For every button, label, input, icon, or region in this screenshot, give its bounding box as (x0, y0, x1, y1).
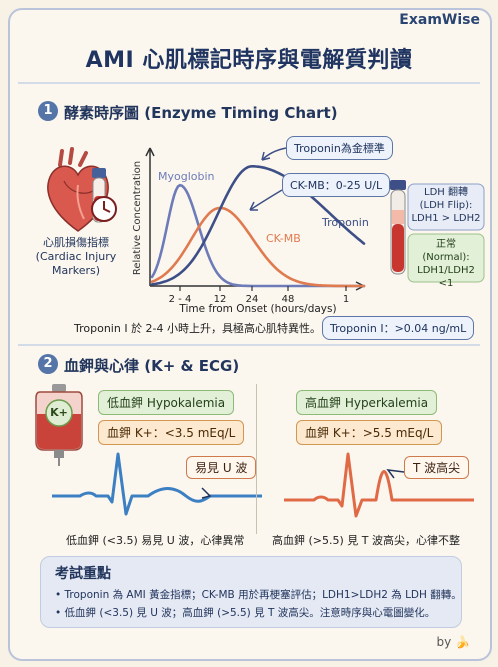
x-tick-label: 24 (246, 294, 259, 305)
cardiac-markers-label: 心肌損傷指標 (Cardiac Injury Markers) (35, 236, 117, 277)
footer-by: by (436, 635, 452, 649)
clock-icon (91, 196, 117, 222)
hypokalemia-value: 血鉀 K+：<3.5 mEq/L (98, 420, 245, 445)
section-divider (18, 344, 480, 346)
hyperkalemia-caption: 高血鉀 (>5.5) 見 T 波高尖，心律不整 (272, 534, 460, 547)
ldh-info-panel (407, 183, 485, 283)
troponin-note: Troponin I 於 2-4 小時上升，具極高心肌特異性。 (74, 322, 322, 335)
troponin-gold-callout: Troponin為金標準 (286, 136, 393, 160)
x-tick-label: 2 - 4 (169, 294, 192, 305)
enzyme-timing-chart: 2 - 4 12 24 48 1 Relative Concentration Time… (132, 147, 369, 315)
x-tick-label: 12 (214, 294, 227, 305)
banana-icon: 🍌 (455, 635, 470, 649)
troponin-callout-arrow-icon (261, 147, 287, 161)
hyperkalemia-title: 高血鉀 Hyperkalemia (296, 390, 438, 415)
hypokalemia-title: 低血鉀 Hypokalemia (98, 390, 235, 415)
hypokalemia-caption: 低血鉀 (<3.5) 易見 U 波，心律異常 (66, 534, 245, 547)
series-label-myoglobin: Myoglobin (158, 170, 215, 183)
title-divider (18, 82, 480, 84)
hyperkalemia-value: 血鉀 K+：>5.5 mEq/L (296, 420, 443, 445)
u-wave-tag: 易見 U 波 (186, 456, 257, 479)
y-axis-label: Relative Concentration (132, 161, 143, 275)
summary-bullet-1-text: Troponin 為 AMI 黃金指標；CK-MB 用於再梗塞評估；LDH1>L… (64, 589, 462, 601)
ckmb-callout-arrow-icon (249, 189, 283, 211)
section1-number: 1 (38, 101, 58, 121)
x-axis-label: Time from Onset (hours/days) (178, 303, 336, 315)
potassium-badge-icon (45, 399, 73, 427)
column-divider (256, 384, 257, 534)
troponin-threshold-box: Troponin I：>0.04 ng/mL (322, 316, 475, 340)
ldh-flip-label: LDH 翻轉 (LDH Flip): LDH1 > LDH2 (411, 187, 481, 224)
hyperkalemia-ecg-trace (284, 452, 474, 518)
x-tick-label: 1 (343, 294, 349, 305)
potassium-badge-label: K+ (50, 406, 68, 419)
summary-heading: 考試重點 (55, 566, 111, 582)
ldh-tube-icon (390, 180, 406, 275)
series-label-troponin: Troponin (321, 216, 369, 229)
series-line-ckmb (150, 206, 366, 288)
ckmb-range-callout: CK-MB：0-25 U/L (282, 173, 391, 197)
series-line-troponin (150, 165, 366, 286)
peaked-t-tag: T 波高尖 (404, 456, 470, 479)
series-label-ckmb: CK-MB (266, 232, 301, 245)
footer-credit: by 🍌 (437, 635, 471, 649)
page-title: AMI 心肌標記時序與電解質判讀 (85, 48, 413, 73)
exam-summary-box: 考試重點 • Troponin 為 AMI 黃金指標；CK-MB 用於再梗塞評估… (40, 556, 462, 628)
section2-number: 2 (38, 354, 58, 374)
summary-bullet-1: • Troponin 為 AMI 黃金指標；CK-MB 用於再梗塞評估；LDH1… (55, 589, 462, 601)
brand-logo: ExamWise (399, 12, 480, 28)
section2-heading: 血鉀與心律 (K+ & ECG) (64, 357, 240, 375)
section1-heading: 酵素時序圖 (Enzyme Timing Chart) (64, 104, 338, 122)
x-tick-label: 48 (282, 294, 295, 305)
summary-bullet-2-text: 低血鉀 (<3.5) 見 U 波；高血鉀 (>5.5) 見 T 波高尖。注意時序… (64, 607, 436, 619)
hypokalemia-ecg-trace (52, 452, 262, 516)
summary-bullet-2: • 低血鉀 (<3.5) 見 U 波；高血鉀 (>5.5) 見 T 波高尖。注意… (55, 607, 436, 619)
ldh-normal-label: 正常 (Normal): LDH1/LDH2 <1 (417, 239, 475, 289)
